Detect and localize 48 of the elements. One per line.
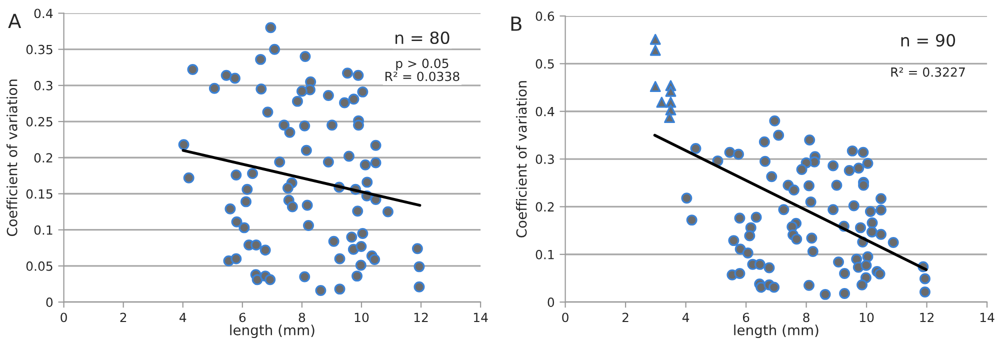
y-tick-label: 0.15 [26, 189, 52, 199]
y-tick-label: 0.05 [26, 261, 52, 271]
annotation: n = 90 [901, 34, 956, 47]
y-tick-label: 0.2 [536, 202, 554, 212]
chart-title: A [8, 14, 22, 28]
y-tick-label: 0.4 [536, 106, 554, 116]
point [650, 81, 661, 92]
x-tick-label: 8 [298, 312, 306, 322]
y-tick-label: 0.1 [34, 225, 52, 235]
point [664, 112, 676, 124]
x-tick-label: 12 [920, 312, 934, 322]
x-tick-label: 6 [742, 312, 750, 322]
x-axis-title: length (mm) [734, 324, 818, 338]
x-tick-label: 14 [980, 312, 994, 322]
annotation: R² = 0.3227 [891, 67, 965, 77]
x-tick-label: 10 [860, 312, 874, 322]
annotation: p > 0.05 R² = 0.0338 [386, 58, 460, 82]
x-tick-label: 2 [120, 312, 126, 322]
y-axis-title: Coefficient of variation [516, 81, 527, 238]
x-tick-label: 6 [239, 312, 246, 322]
point [650, 34, 661, 45]
x-tick-label: 0 [60, 312, 67, 322]
y-tick-label: 0.3 [34, 80, 52, 90]
x-tick-label: 12 [414, 312, 428, 322]
x-tick-label: 10 [354, 312, 369, 322]
y-tick-label: 0.2 [34, 153, 52, 163]
x-tick-label: 14 [474, 312, 488, 322]
y-axis-title: Coefficient of variation [6, 80, 18, 236]
y-tick-label: 0.4 [34, 8, 53, 18]
y-tick-label: 0.25 [26, 117, 52, 126]
x-tick-label: 2 [622, 312, 628, 322]
point [650, 44, 661, 56]
point [665, 86, 676, 97]
y-tick-label: 0.5 [536, 59, 554, 69]
x-tick-label: 0 [562, 312, 568, 322]
y-tick-label: 0.6 [536, 11, 554, 21]
x-tick-label: 8 [803, 312, 810, 322]
y-tick-label: 0.35 [26, 44, 52, 54]
x-tick-label: 4 [682, 312, 690, 322]
x-axis-title: length (mm) [230, 324, 314, 338]
x-tick-label: 4 [180, 312, 186, 322]
y-tick-label: 0.3 [536, 154, 554, 164]
y-tick-label: 0.1 [536, 250, 554, 260]
point [656, 96, 668, 108]
y-tick-label: 0 [548, 298, 554, 307]
chart-title: B [511, 16, 522, 31]
annotation: n = 80 [396, 31, 450, 44]
y-tick-label: 0 [46, 298, 53, 307]
